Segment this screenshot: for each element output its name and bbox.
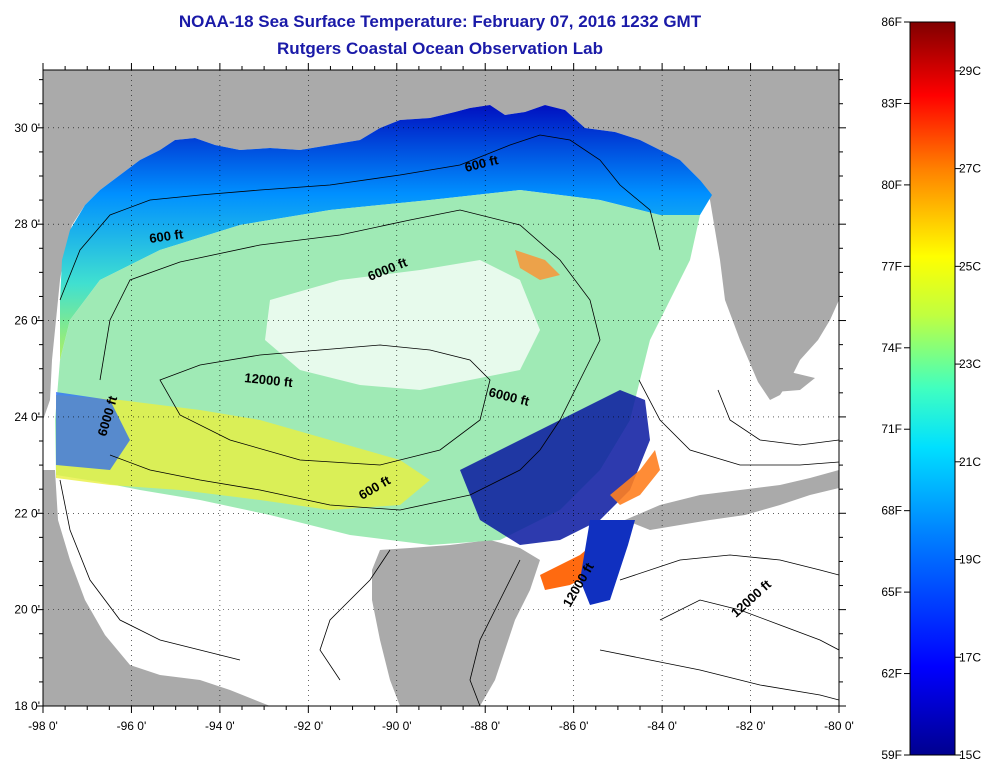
lat-tick-label: 18 0'	[14, 699, 40, 713]
lon-tick-label: -90 0'	[382, 719, 412, 733]
cuba-landmass	[625, 470, 839, 530]
colorbar-c-label: 27C	[959, 162, 981, 176]
lon-tick-label: -88 0'	[470, 719, 500, 733]
colorbar-c-label: 17C	[959, 650, 981, 664]
lon-tick-label: -92 0'	[294, 719, 324, 733]
colorbar-celsius-labels: 29C 27C 25C 23C 21C 19C 17C 15C	[955, 64, 981, 762]
longitude-axis: -98 0' -96 0' -94 0' -92 0' -90 0' -88 0' -86 …	[28, 63, 854, 733]
colorbar-f-label: 71F	[881, 422, 902, 436]
colorbar-f-label: 83F	[881, 96, 902, 110]
bahamas-landmass	[760, 372, 815, 392]
latitude-axis: 30 0' 28 0' 26 0' 24 0' 22 0' 20 0' 18 0'	[14, 79, 846, 713]
colorbar-f-label: 68F	[881, 504, 902, 518]
lat-tick-label: 30 0'	[14, 121, 40, 135]
colorbar-c-label: 15C	[959, 748, 981, 762]
lat-tick-label: 22 0'	[14, 506, 40, 520]
contour-label: 12000 ft	[244, 370, 294, 390]
contour-label: 600 ft	[148, 226, 184, 246]
us-landmass	[43, 70, 839, 420]
colorbar-f-label: 74F	[881, 341, 902, 355]
lon-tick-label: -86 0'	[559, 719, 589, 733]
colorbar-c-label: 23C	[959, 357, 981, 371]
colorbar-f-label: 86F	[881, 15, 902, 29]
map-panel	[43, 70, 839, 706]
lon-tick-label: -84 0'	[647, 719, 677, 733]
lon-tick-label: -94 0'	[205, 719, 235, 733]
graticule	[43, 70, 839, 706]
colorbar-f-label: 65F	[881, 585, 902, 599]
yucatan-landmass	[372, 540, 540, 706]
lon-tick-label: -96 0'	[117, 719, 147, 733]
lon-tick-label: -80 0'	[824, 719, 854, 733]
colorbar-f-label: 62F	[881, 667, 902, 681]
lat-tick-label: 26 0'	[14, 314, 40, 328]
colorbar-f-label: 80F	[881, 178, 902, 192]
sst-swath	[55, 105, 712, 605]
colorbar-c-label: 19C	[959, 553, 981, 567]
colorbar-c-label: 29C	[959, 64, 981, 78]
lat-tick-label: 20 0'	[14, 603, 40, 617]
temperature-colorbar: 86F 83F 80F 77F 74F 71F 68F 65F 62F 59F 29C 27C 25C…	[881, 15, 981, 762]
colorbar-c-label: 25C	[959, 259, 981, 273]
map-title: NOAA-18 Sea Surface Temperature: Februar…	[178, 12, 702, 31]
colorbar-c-label: 21C	[959, 455, 981, 469]
map-subtitle: Rutgers Coastal Ocean Observation Lab	[277, 39, 603, 58]
lat-tick-label: 28 0'	[14, 217, 40, 231]
bathymetry-contours	[59, 134, 839, 706]
lon-tick-label: -82 0'	[736, 719, 766, 733]
colorbar-f-label: 77F	[881, 259, 902, 273]
lat-tick-label: 24 0'	[14, 410, 40, 424]
mexico-landmass	[43, 470, 270, 706]
colorbar-fahrenheit-labels: 86F 83F 80F 77F 74F 71F 68F 65F 62F 59F	[881, 15, 910, 762]
lon-tick-label: -98 0'	[28, 719, 58, 733]
colorbar-f-label: 59F	[881, 748, 902, 762]
colorbar-gradient	[909, 21, 956, 756]
